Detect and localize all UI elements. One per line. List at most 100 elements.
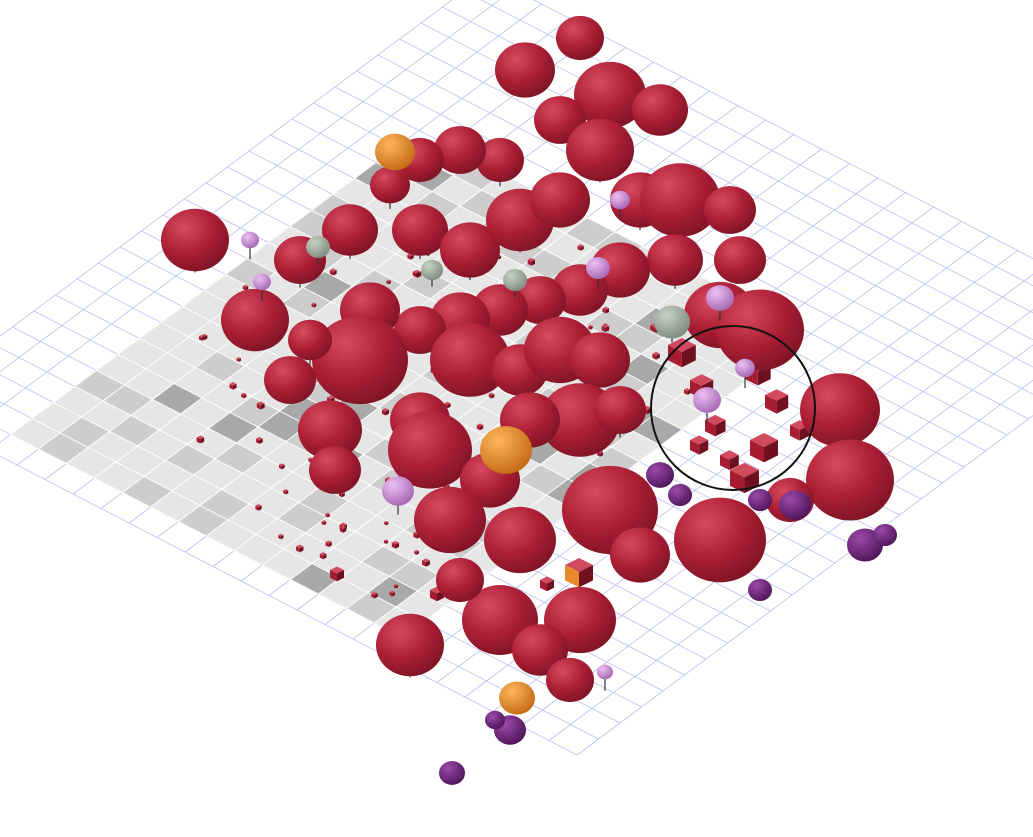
cube-right — [715, 420, 726, 437]
red-tree — [546, 657, 594, 703]
cube-top — [327, 395, 335, 400]
cube-left — [565, 565, 579, 588]
cube-right — [333, 270, 337, 276]
cube-right — [201, 336, 205, 341]
grid-line — [377, 54, 1033, 395]
cube-right — [285, 490, 289, 495]
small-building — [422, 558, 430, 567]
cube-left — [540, 580, 547, 592]
red-tree — [570, 332, 630, 388]
cube-top — [690, 435, 709, 445]
cube-right — [480, 425, 484, 431]
tree-crown — [800, 373, 880, 447]
red-tree — [512, 624, 568, 676]
tree-crown — [439, 761, 465, 785]
orange-tree — [375, 133, 415, 171]
purple-tree — [873, 523, 897, 547]
cube-left — [308, 458, 311, 463]
tree-crown — [735, 358, 755, 378]
cube-right — [605, 308, 610, 314]
cube-right — [580, 245, 584, 251]
cube-left — [414, 551, 417, 555]
red-tree — [610, 527, 670, 583]
gray-tree — [503, 268, 527, 298]
tree-crown — [632, 84, 688, 136]
tree-crown — [597, 664, 613, 680]
tree-crown — [647, 234, 703, 286]
cube-top — [414, 549, 420, 553]
cube-left — [329, 270, 334, 276]
cube-left — [430, 590, 437, 602]
cube-top — [643, 405, 652, 410]
tree-crown — [322, 204, 378, 256]
cube-right — [395, 542, 400, 549]
red-tree — [647, 234, 703, 289]
small-building — [321, 520, 327, 526]
cube-right — [281, 464, 285, 470]
tree-crown — [714, 236, 766, 284]
cube-left — [389, 592, 393, 597]
small-building — [256, 401, 265, 410]
small-building — [601, 324, 610, 333]
tree-crown — [434, 126, 486, 174]
cube-left — [255, 505, 259, 511]
cube-right — [337, 570, 344, 582]
pink-tree — [241, 231, 259, 260]
tree-crown — [382, 476, 414, 506]
small-building — [278, 533, 284, 540]
tree-crown — [298, 400, 362, 460]
cube-left — [527, 259, 532, 266]
tree-crown — [574, 61, 646, 129]
red-tree — [376, 613, 444, 678]
large-building — [330, 566, 344, 582]
cube-right — [341, 492, 345, 498]
cube-top — [319, 552, 327, 556]
cube-left — [720, 455, 730, 471]
purple-tree — [485, 710, 505, 730]
small-building — [527, 257, 536, 266]
small-building — [414, 549, 420, 555]
tree-crown — [430, 323, 510, 397]
cube-left — [338, 492, 342, 498]
cube-left — [413, 532, 417, 539]
cube-right — [447, 403, 451, 409]
tree-crown — [221, 288, 289, 352]
red-tree — [161, 208, 229, 273]
selection-ring[interactable] — [650, 325, 816, 491]
small-building — [389, 590, 395, 597]
cube-right — [385, 409, 390, 416]
cube-right — [260, 403, 265, 410]
cube-left — [690, 440, 700, 455]
small-building — [381, 407, 390, 416]
cube-right — [323, 553, 327, 560]
pink-tree — [610, 190, 630, 220]
red-tree — [298, 400, 362, 460]
cube-left — [242, 286, 246, 291]
small-building — [412, 270, 420, 277]
red-tree — [495, 42, 555, 98]
cube-left — [391, 542, 396, 549]
red-tree — [574, 61, 646, 129]
small-building — [325, 512, 330, 518]
small-building — [325, 540, 332, 548]
cube-left — [386, 280, 389, 285]
cube-left — [256, 438, 260, 444]
tree-crown — [610, 527, 670, 583]
tree-crown — [440, 222, 500, 278]
cube-right — [498, 255, 502, 260]
small-building — [588, 324, 593, 330]
orange-building — [565, 558, 593, 588]
cube-right — [280, 535, 284, 540]
tree-crown — [388, 411, 472, 489]
cube-top — [385, 476, 392, 481]
tree-crown — [873, 523, 897, 547]
cube-left — [229, 383, 234, 390]
cube-right — [392, 592, 395, 597]
cube-top — [384, 520, 389, 523]
cube-right — [204, 335, 208, 341]
purple-tree — [668, 483, 692, 507]
cube-right — [327, 513, 330, 518]
red-tree — [440, 222, 500, 280]
